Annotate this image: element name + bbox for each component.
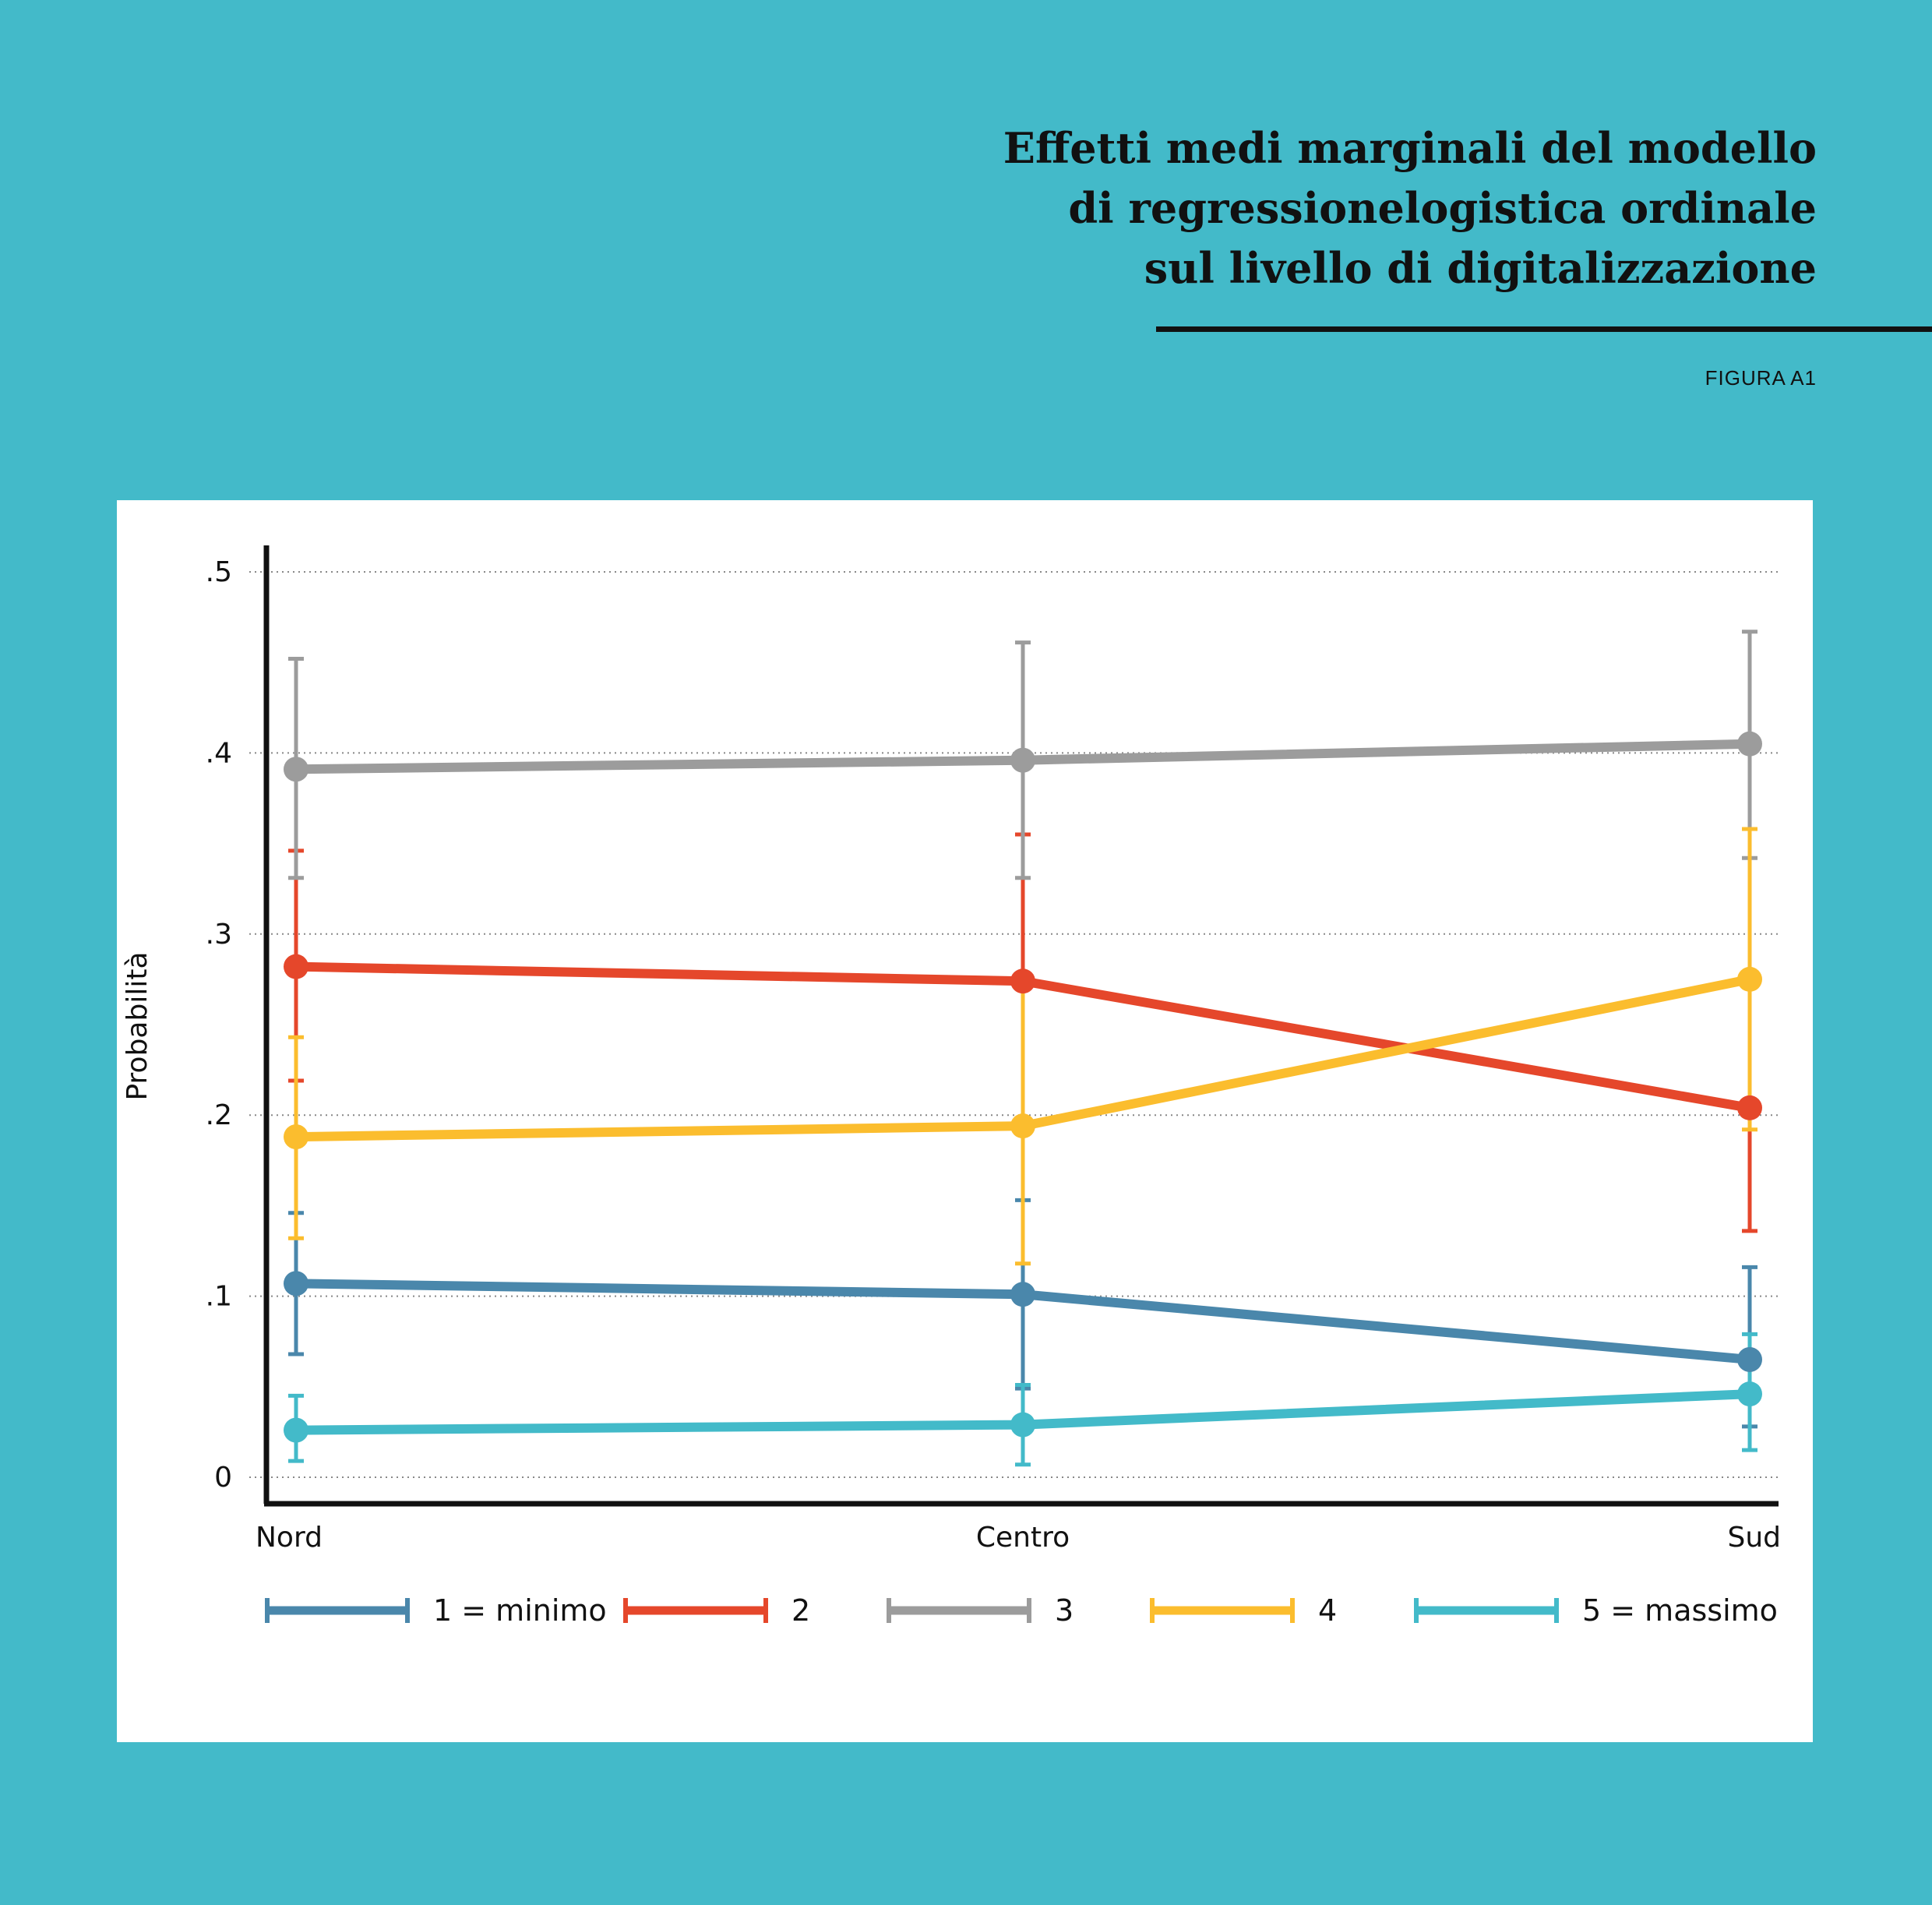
data-point <box>1010 1412 1035 1438</box>
y-tick-label: 0 <box>214 1462 232 1494</box>
x-tick-label: Centro <box>976 1522 1070 1554</box>
y-tick-label: .1 <box>206 1281 232 1313</box>
y-tick-label: .2 <box>206 1099 232 1131</box>
data-point <box>1737 1381 1762 1407</box>
data-point <box>284 1124 308 1150</box>
data-point <box>1737 731 1762 757</box>
legend-label: 3 <box>1055 1593 1074 1628</box>
legend-label: 4 <box>1318 1593 1337 1628</box>
data-point <box>1010 968 1035 994</box>
chart-title: Effetti medi marginali del modello di re… <box>1003 118 1817 298</box>
y-axis-title: Probabilità <box>122 951 153 1100</box>
data-point <box>1737 966 1762 992</box>
x-tick-label: Sud <box>1727 1522 1781 1554</box>
y-tick-label: .3 <box>206 919 232 951</box>
data-point <box>1010 1282 1035 1307</box>
legend-label: 2 <box>791 1593 810 1628</box>
title-line-2: di regressionelogistica ordinale <box>1068 183 1817 233</box>
data-point <box>284 954 308 979</box>
x-tick-label: Nord <box>256 1522 323 1554</box>
chart-canvas: 0 .1 .2 .3 .4 .5 Probabilità Nord Centro Sud 1 = m… <box>122 545 1781 1628</box>
data-point <box>1010 747 1035 773</box>
figure-label: FIGURA A1 <box>1705 366 1817 390</box>
data-point <box>284 1417 308 1443</box>
title-divider <box>1156 326 1932 332</box>
data-point <box>1010 1113 1035 1139</box>
legend-label: 5 = massimo <box>1582 1593 1778 1628</box>
y-tick-label: .4 <box>206 737 232 769</box>
data-point <box>1737 1095 1762 1120</box>
title-line-1: Effetti medi marginali del modello <box>1003 123 1817 173</box>
legend-label: 1 = minimo <box>433 1593 607 1628</box>
y-tick-label: .5 <box>206 556 232 588</box>
data-point <box>284 757 308 782</box>
data-point <box>284 1271 308 1296</box>
chart-panel: 0 .1 .2 .3 .4 .5 Probabilità Nord Centro Sud 1 = m… <box>117 500 1813 1742</box>
title-line-3: sul livello di digitalizzazione <box>1144 243 1817 293</box>
data-point <box>1737 1346 1762 1372</box>
